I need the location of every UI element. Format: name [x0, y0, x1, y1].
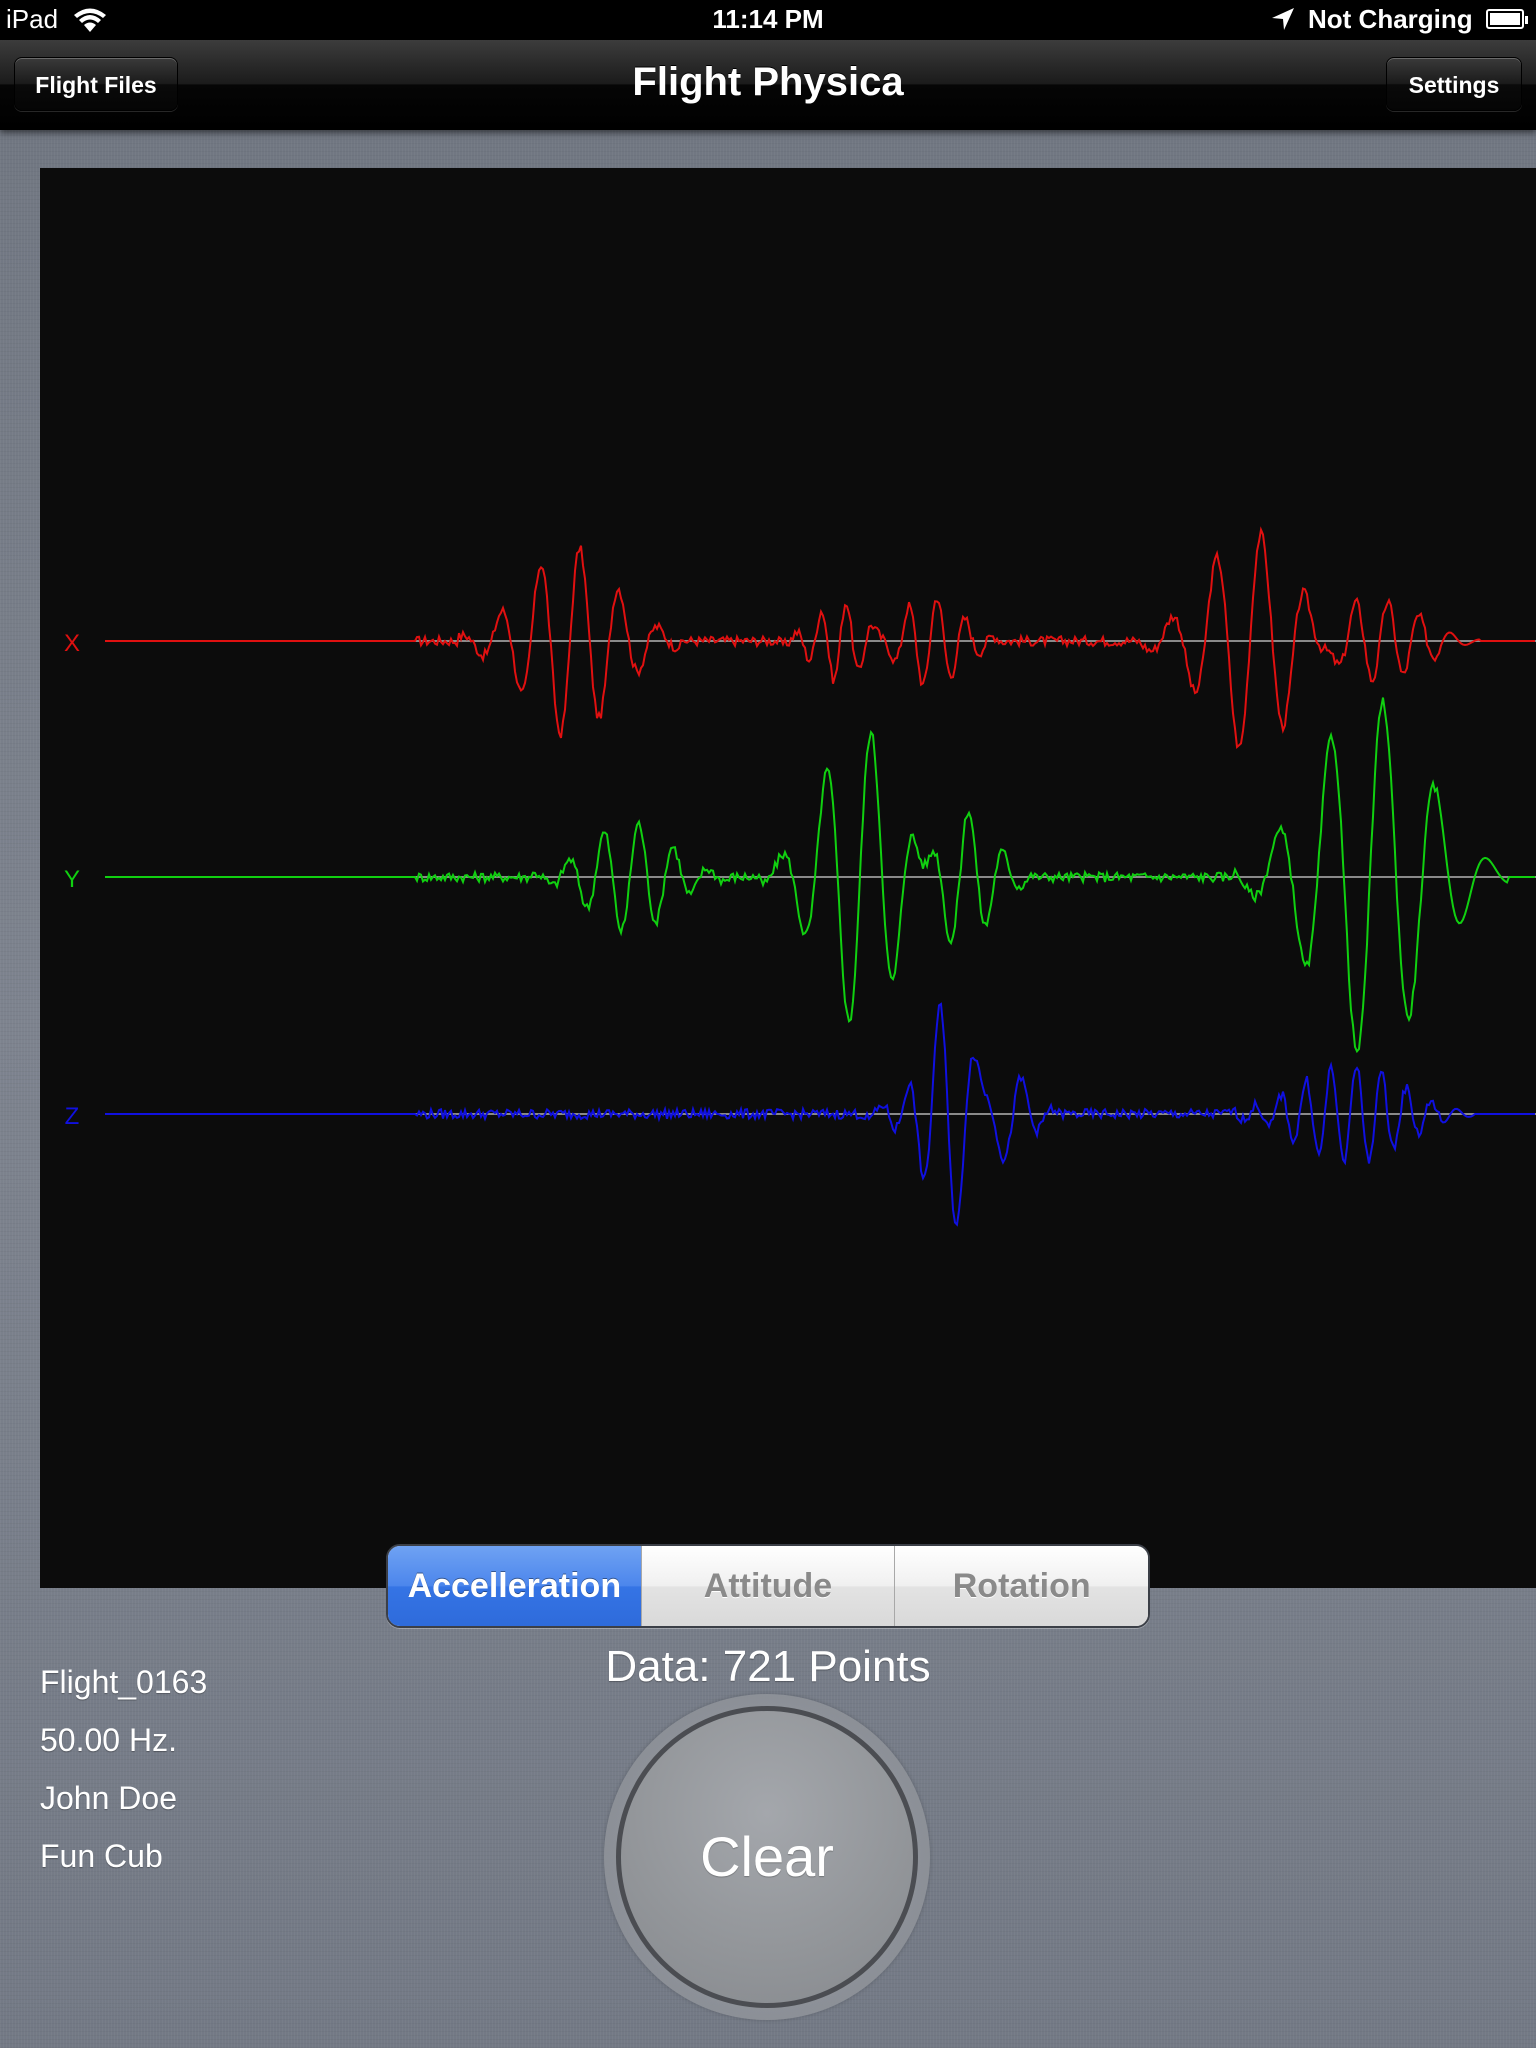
sensor-graph-canvas: X Y Z: [64, 526, 1536, 1227]
segment-rotation[interactable]: Rotation: [894, 1546, 1148, 1626]
flight-files-button[interactable]: Flight Files: [14, 57, 178, 111]
settings-button[interactable]: Settings: [1386, 57, 1522, 111]
clear-button-ring: Clear: [604, 1694, 930, 2020]
charging-status: Not Charging: [1308, 4, 1473, 34]
y-axis-label: Y: [64, 866, 80, 893]
y-signal-line: [105, 697, 1535, 1054]
x-axis-trace: X: [64, 526, 1536, 749]
sample-rate: 50.00 Hz.: [40, 1722, 177, 1758]
pilot-name: John Doe: [40, 1780, 177, 1816]
battery-icon: [1486, 9, 1528, 29]
y-axis-trace: Y: [64, 697, 1536, 1054]
status-time: 11:14 PM: [712, 4, 824, 34]
segment-accelleration[interactable]: Accelleration: [388, 1546, 641, 1626]
sensor-graph: X Y Z: [40, 168, 1536, 1588]
flight-name: Flight_0163: [40, 1664, 208, 1700]
x-signal-line: [105, 526, 1535, 749]
x-axis-label: X: [64, 630, 80, 657]
z-axis-trace: Z: [65, 1002, 1536, 1227]
segment-attitude[interactable]: Attitude: [640, 1546, 895, 1626]
location-arrow-icon: [1272, 8, 1294, 30]
clear-button[interactable]: Clear: [616, 1706, 918, 2008]
carrier-label: iPad: [6, 4, 59, 34]
wifi-icon: [74, 8, 106, 32]
page-title: Flight Physica: [632, 60, 904, 104]
aircraft-name: Fun Cub: [40, 1838, 163, 1874]
data-point-count: Data: 721 Points: [605, 1642, 931, 1691]
z-signal-line: [105, 1002, 1535, 1227]
data-type-segmented-control[interactable]: Accelleration Attitude Rotation: [386, 1544, 1150, 1628]
z-axis-label: Z: [65, 1103, 80, 1130]
status-bar: iPad 11:14 PM Not Charging: [0, 0, 1536, 40]
navigation-bar: Flight Files Flight Physica Settings: [0, 40, 1536, 130]
